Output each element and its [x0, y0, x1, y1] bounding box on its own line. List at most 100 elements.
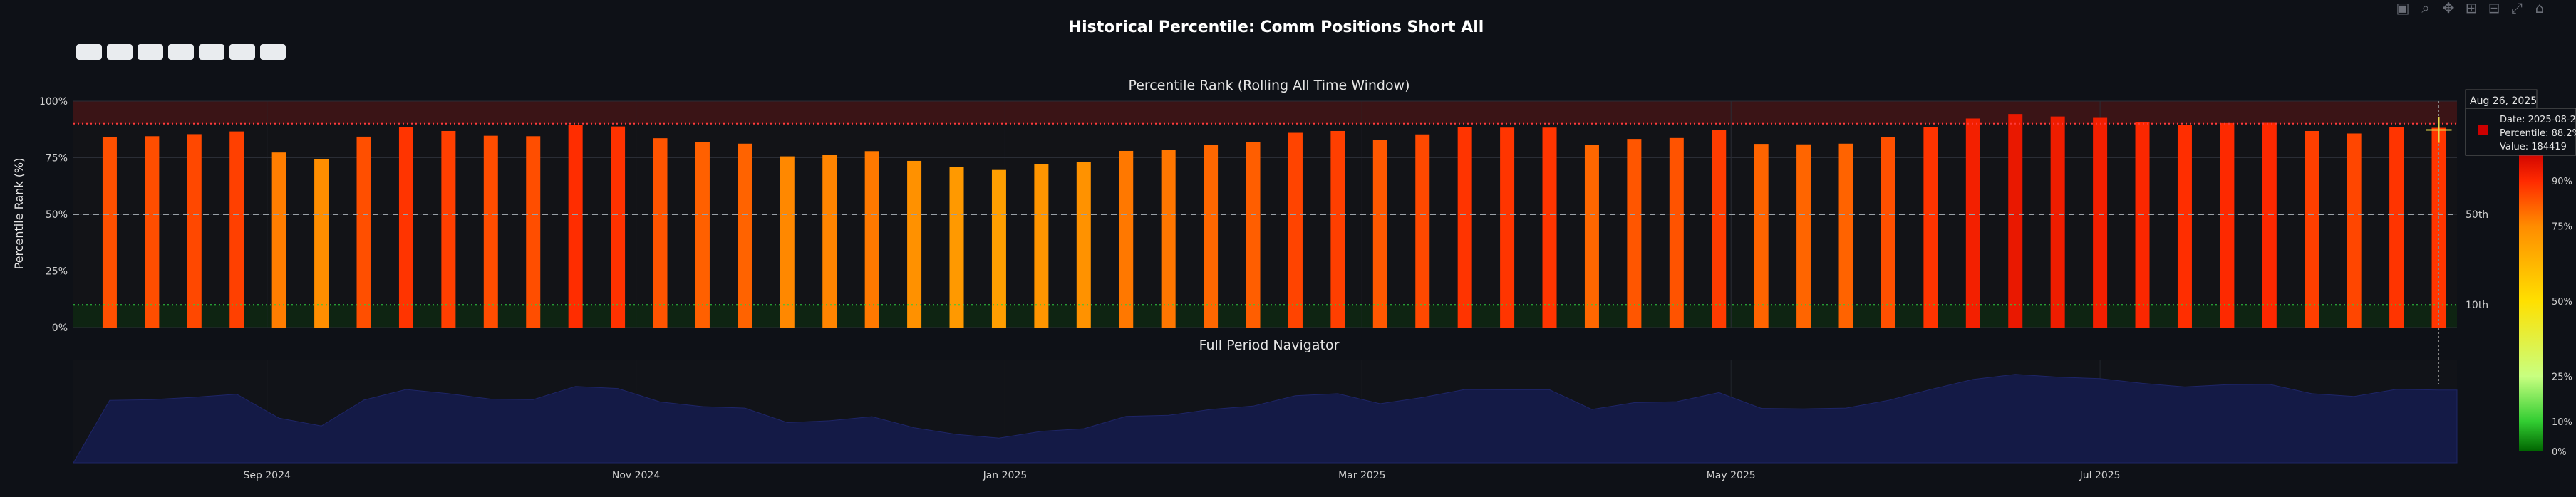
y-tick-label: 25% [46, 266, 68, 278]
bar[interactable] [1712, 130, 1727, 328]
bar[interactable] [483, 135, 498, 328]
bar[interactable] [1161, 150, 1176, 328]
bar[interactable] [1669, 137, 1684, 328]
bar[interactable] [695, 142, 710, 328]
colorbar-tick-label: 0% [2552, 447, 2567, 458]
bar[interactable] [2177, 125, 2192, 328]
colorbar-tick-label: 50% [2552, 297, 2572, 308]
x-tick-label: Jul 2025 [2079, 470, 2121, 481]
bar[interactable] [1542, 127, 1557, 328]
colorbar-tick-label: 10% [2552, 417, 2572, 428]
bar[interactable] [568, 125, 583, 328]
x-tick-label: May 2025 [1707, 470, 1756, 481]
bar[interactable] [1076, 162, 1091, 328]
bar[interactable] [1288, 132, 1303, 328]
bar[interactable] [1627, 139, 1642, 328]
hover-line: Percentile: 88.2% [2500, 128, 2576, 139]
range-button-2[interactable] [138, 44, 163, 60]
reset-axes-icon[interactable]: ⌂ [2535, 0, 2545, 16]
bar[interactable] [991, 169, 1006, 328]
bar[interactable] [2093, 117, 2108, 328]
bar[interactable] [2220, 122, 2235, 328]
bar[interactable] [2389, 127, 2404, 328]
bar[interactable] [1500, 127, 1515, 328]
bar[interactable] [780, 156, 795, 328]
zoom-in-icon[interactable]: ⊞ [2466, 0, 2478, 16]
reference-line-label: 50th [2466, 209, 2488, 221]
y-tick-label: 100% [39, 96, 68, 108]
hover-header: Aug 26, 2025 [2470, 95, 2537, 107]
bar[interactable] [398, 127, 413, 328]
autoscale-icon[interactable]: ⤢ [2511, 0, 2523, 16]
bar[interactable] [1965, 118, 1980, 328]
bar[interactable] [1457, 127, 1472, 328]
bar[interactable] [1246, 142, 1261, 328]
reference-line-label: 10th [2466, 300, 2488, 311]
bar[interactable] [1034, 164, 1049, 328]
hover-header-box [2465, 89, 2538, 110]
bar[interactable] [2305, 130, 2319, 328]
navigator-area-series[interactable] [73, 374, 2458, 464]
bar[interactable] [1119, 150, 1134, 328]
pan-icon[interactable]: ✥ [2443, 0, 2455, 16]
bar[interactable] [2347, 133, 2362, 328]
bar[interactable] [441, 130, 456, 328]
colorbar-tick-label: 75% [2552, 222, 2572, 233]
bar[interactable] [738, 143, 752, 328]
bar[interactable] [2050, 116, 2065, 328]
bar[interactable] [864, 151, 879, 328]
bar[interactable] [2431, 127, 2446, 328]
bar[interactable] [145, 136, 160, 328]
hover-line: Value: 184419 [2500, 142, 2567, 152]
x-tick-label: Jan 2025 [983, 470, 1028, 481]
hover-swatch [2478, 125, 2488, 135]
range-button-1[interactable] [107, 44, 133, 60]
bar[interactable] [1330, 130, 1345, 328]
colorbar [2519, 151, 2543, 451]
colorbar-tick-label: 25% [2552, 372, 2572, 383]
bar[interactable] [653, 138, 668, 328]
bar[interactable] [1838, 143, 1853, 328]
range-button-3[interactable] [168, 44, 194, 60]
range-button-5[interactable] [229, 44, 255, 60]
y-tick-label: 0% [52, 323, 68, 334]
x-tick-label: Sep 2024 [243, 470, 291, 481]
bar[interactable] [314, 159, 329, 328]
x-tick-label: Mar 2025 [1338, 470, 1386, 481]
bar[interactable] [271, 152, 286, 328]
y-tick-label: 50% [46, 209, 68, 221]
bar[interactable] [1881, 137, 1895, 328]
bar[interactable] [949, 167, 964, 328]
bar[interactable] [2135, 122, 2150, 328]
bar[interactable] [102, 137, 117, 328]
range-button-4[interactable] [199, 44, 224, 60]
x-tick-label: Nov 2024 [612, 470, 660, 481]
bar[interactable] [2008, 114, 2023, 328]
camera-icon[interactable]: ▣ [2396, 0, 2410, 16]
bar[interactable] [1372, 140, 1387, 328]
bar[interactable] [2262, 122, 2277, 328]
bar[interactable] [1923, 127, 1938, 328]
bar[interactable] [611, 126, 626, 328]
bar[interactable] [907, 160, 922, 328]
bar[interactable] [1584, 145, 1599, 328]
zoom-out-icon[interactable]: ⊟ [2488, 0, 2500, 16]
zoom-icon[interactable]: ⌕ [2421, 0, 2429, 16]
bar[interactable] [1796, 144, 1811, 328]
bar[interactable] [822, 155, 837, 328]
bar[interactable] [229, 131, 244, 328]
range-button-6[interactable] [260, 44, 286, 60]
bar[interactable] [187, 134, 202, 328]
subplot-title-navigator: Full Period Navigator [1199, 338, 1340, 353]
hover-line: Date: 2025-08-26 [2500, 115, 2576, 125]
bar[interactable] [1415, 134, 1430, 328]
bar[interactable] [1204, 145, 1219, 328]
range-button-0[interactable] [76, 44, 102, 60]
bar[interactable] [526, 136, 541, 328]
y-tick-label: 75% [46, 153, 68, 164]
bar[interactable] [356, 136, 371, 328]
bar[interactable] [1754, 144, 1769, 328]
y-axis-label: Percentile Rank (%) [12, 158, 26, 270]
